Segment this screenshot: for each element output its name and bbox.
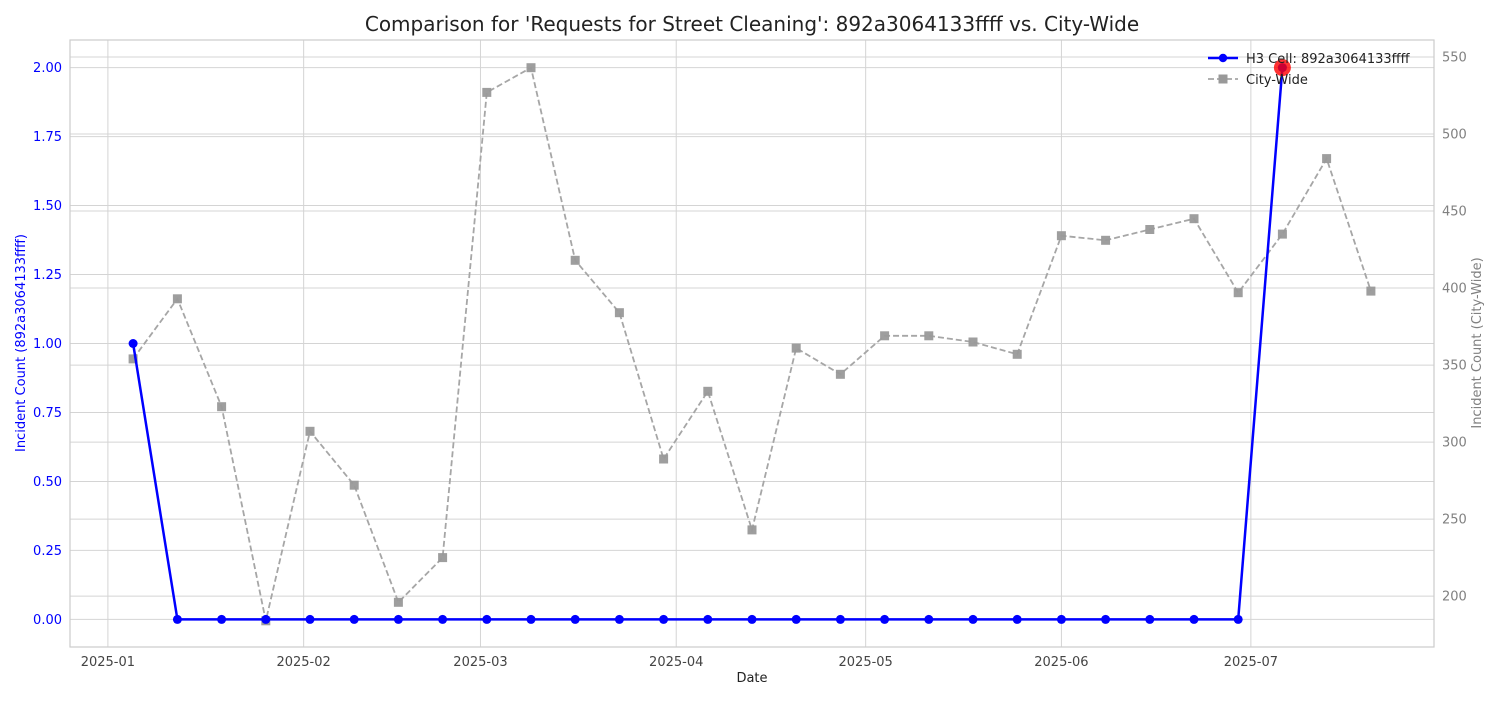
h3-data-point <box>747 614 757 624</box>
citywide-data-point <box>747 525 757 535</box>
h3-data-point <box>1189 614 1199 624</box>
x-axis-ticks: 2025-01 2025-02 2025-03 2025-04 2025-05 2025-… <box>81 655 1278 670</box>
legend: H3 Cell: 892a3064133ffff City-Wide <box>1208 52 1411 88</box>
citywide-data-point <box>172 294 182 304</box>
citywide-data-point <box>614 308 624 318</box>
citywide-data-point <box>703 386 713 396</box>
citywide-data-point <box>1012 349 1022 359</box>
left-y-tick-label: 1.75 <box>33 130 62 145</box>
citywide-data-point <box>1233 288 1243 298</box>
right-y-gridlines <box>70 56 1434 597</box>
series-layer <box>128 59 1376 626</box>
left-y-tick-label: 0.00 <box>33 613 62 628</box>
citywide-data-point <box>968 337 978 347</box>
citywide-data-point <box>1189 214 1199 224</box>
h3-data-point <box>880 614 890 624</box>
h3-data-point <box>968 614 978 624</box>
plot-frame <box>69 39 1435 648</box>
h3-data-point <box>1145 614 1155 624</box>
citywide-data-point <box>1277 229 1287 239</box>
highlight-marker <box>1273 59 1291 77</box>
h3-data-point <box>349 614 359 624</box>
legend-citywide-marker <box>1218 74 1228 84</box>
citywide-data-point <box>880 331 890 341</box>
h3-data-point <box>438 614 448 624</box>
h3-data-point <box>305 614 315 624</box>
citywide-data-point <box>393 597 403 607</box>
h3-data-point <box>791 614 801 624</box>
right-y-tick-label: 550 <box>1442 50 1467 65</box>
citywide-data-point <box>1366 286 1376 296</box>
citywide-data-point <box>482 87 492 97</box>
citywide-data-point <box>1145 225 1155 234</box>
citywide-data-point <box>526 63 536 73</box>
left-y-tick-label: 2.00 <box>33 61 62 76</box>
h3-data-point <box>1233 614 1243 624</box>
h3-data-point <box>1056 614 1066 624</box>
h3-data-point <box>217 614 227 624</box>
citywide-data-point <box>305 426 315 436</box>
h3-data-point <box>659 614 669 624</box>
citywide-data-point <box>1101 235 1111 245</box>
h3-data-point <box>570 614 580 624</box>
left-y-tick-label: 1.00 <box>33 337 62 352</box>
x-tick-label: 2025-03 <box>453 655 507 670</box>
right-y-tick-label: 400 <box>1442 282 1467 297</box>
x-tick-label: 2025-05 <box>839 655 893 670</box>
right-y-axis-label: Incident Count (City-Wide) <box>1470 257 1485 428</box>
citywide-data-point <box>438 553 448 563</box>
x-tick-label: 2025-07 <box>1224 655 1278 670</box>
h3-data-point <box>1101 614 1111 624</box>
right-y-tick-label: 450 <box>1442 205 1467 220</box>
left-y-tick-label: 0.75 <box>33 406 62 421</box>
citywide-data-point <box>659 454 669 464</box>
citywide-data-point <box>924 331 934 341</box>
h3-data-point <box>393 614 403 624</box>
right-y-tick-label: 300 <box>1442 436 1467 451</box>
h3-data-point <box>1012 614 1022 624</box>
h3-data-point <box>703 614 713 624</box>
right-y-tick-label: 250 <box>1442 513 1467 528</box>
left-y-tick-label: 0.50 <box>33 475 62 490</box>
x-tick-label: 2025-01 <box>81 655 135 670</box>
x-tick-label: 2025-06 <box>1034 655 1088 670</box>
h3-data-point <box>128 339 138 348</box>
citywide-data-point <box>1322 154 1332 164</box>
chart-title: Comparison for 'Requests for Street Clea… <box>365 12 1139 36</box>
legend-citywide-label: City-Wide <box>1246 73 1308 88</box>
citywide-data-point <box>570 255 580 265</box>
citywide-data-point <box>217 402 227 412</box>
citywide-data-point <box>349 480 359 490</box>
legend-h3-label: H3 Cell: 892a3064133ffff <box>1246 52 1411 67</box>
right-y-tick-label: 200 <box>1442 590 1467 605</box>
h3-data-point <box>261 614 271 624</box>
right-y-axis-ticks: 200 250 300 350 400 450 500 550 <box>1442 50 1467 604</box>
citywide-data-point <box>128 354 138 364</box>
left-y-axis-label: Incident Count (892a3064133ffff) <box>14 234 29 452</box>
right-y-tick-label: 500 <box>1442 127 1467 142</box>
h3-data-point <box>482 614 492 624</box>
left-y-tick-label: 0.25 <box>33 544 62 559</box>
h3-data-point <box>614 614 624 624</box>
left-y-tick-label: 1.25 <box>33 268 62 283</box>
right-y-tick-label: 350 <box>1442 359 1467 374</box>
citywide-data-point <box>1056 231 1066 241</box>
x-tick-label: 2025-04 <box>649 655 703 670</box>
h3-data-point <box>835 614 845 624</box>
h3-data-point <box>526 614 536 624</box>
x-axis-label: Date <box>736 671 767 686</box>
citywide-data-point <box>791 343 801 353</box>
left-y-tick-label: 1.50 <box>33 199 62 214</box>
h3-data-point <box>172 614 182 624</box>
h3-data-point <box>924 614 934 624</box>
x-tick-label: 2025-02 <box>276 655 330 670</box>
citywide-data-point <box>835 369 845 379</box>
legend-h3-marker <box>1218 53 1228 63</box>
left-y-axis-ticks: 0.00 0.25 0.50 0.75 1.00 1.25 1.50 1.75 2.00 <box>33 61 62 628</box>
